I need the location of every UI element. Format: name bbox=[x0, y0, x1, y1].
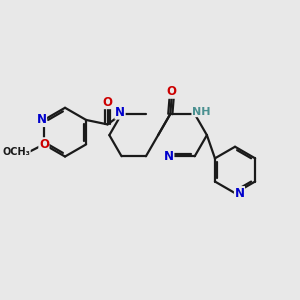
Text: O: O bbox=[103, 96, 112, 109]
Text: N: N bbox=[115, 106, 125, 119]
Text: O: O bbox=[39, 138, 49, 151]
Text: N: N bbox=[235, 187, 244, 200]
Text: N: N bbox=[37, 113, 46, 127]
Text: OCH₃: OCH₃ bbox=[2, 147, 30, 157]
Text: N: N bbox=[164, 150, 174, 163]
Text: NH: NH bbox=[192, 106, 211, 117]
Text: O: O bbox=[167, 85, 177, 98]
